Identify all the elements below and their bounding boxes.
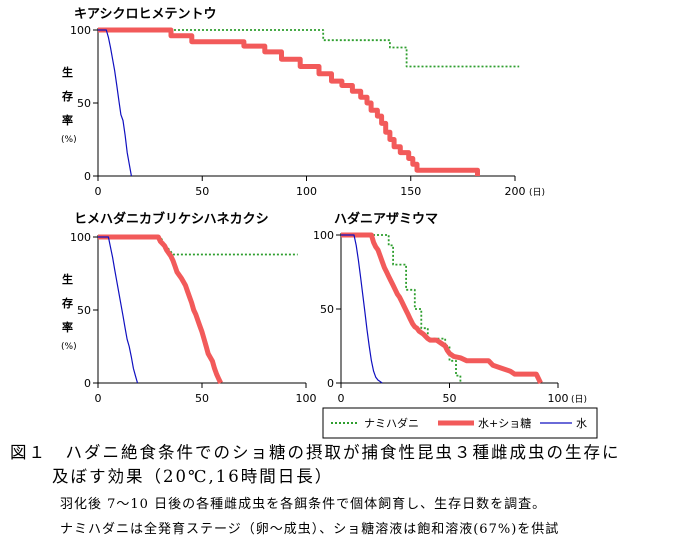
y-tick-label: 50 bbox=[77, 304, 91, 317]
y-tick-label: 0 bbox=[327, 377, 334, 390]
series-line-sugar bbox=[98, 234, 223, 385]
x-tick-label: 200 bbox=[505, 185, 526, 198]
y-tick-label: 0 bbox=[84, 377, 91, 390]
y-tick-label: 0 bbox=[84, 170, 91, 183]
series-line-nami bbox=[98, 236, 298, 256]
y-axis-label-char: 率 bbox=[62, 320, 73, 334]
x-axis-unit: (日) bbox=[529, 187, 545, 198]
x-tick-label: 0 bbox=[95, 392, 102, 405]
chart-title: キアシクロヒメテントウ bbox=[74, 7, 216, 22]
legend-water-label: 水 bbox=[576, 417, 587, 430]
x-tick-label: 50 bbox=[195, 185, 209, 198]
series-line-water bbox=[341, 234, 383, 384]
y-tick-label: 50 bbox=[77, 97, 91, 110]
x-tick-label: 50 bbox=[443, 392, 457, 405]
y-tick-label: 100 bbox=[313, 229, 334, 242]
y-axis-label-char: 率 bbox=[62, 113, 73, 127]
caption-note2: ナミハダニは全発育ステージ（卵〜成虫）、ショ糖溶液は飽和溶液(67%)を供試 bbox=[60, 522, 560, 537]
x-tick-label: 100 bbox=[548, 392, 569, 405]
y-tick-label: 100 bbox=[70, 231, 91, 244]
y-tick-label: 100 bbox=[70, 24, 91, 37]
legend-sugar-label: 水+ショ糖 bbox=[478, 416, 531, 430]
x-tick-label: 0 bbox=[95, 185, 102, 198]
series-line-sugar bbox=[341, 232, 543, 385]
series-line-water bbox=[98, 29, 132, 177]
y-axis-label-char: 生 bbox=[62, 65, 73, 79]
series-line-nami bbox=[98, 29, 520, 68]
chart-title: ヒメハダニカブリケシハネカクシ bbox=[74, 211, 269, 227]
x-tick-label: 100 bbox=[296, 392, 317, 405]
x-tick-label: 0 bbox=[338, 392, 345, 405]
series-line-nami bbox=[341, 234, 462, 383]
caption-note1: 羽化後 7〜10 日後の各種雌成虫を各餌条件で個体飼育し、生存日数を調査。 bbox=[60, 497, 547, 512]
legend-nami-label: ナミハダニ bbox=[364, 416, 419, 430]
x-tick-label: 150 bbox=[400, 185, 421, 198]
x-axis-unit: (日) bbox=[571, 394, 587, 405]
x-tick-label: 50 bbox=[195, 392, 209, 405]
y-axis-label-char: 存 bbox=[62, 296, 73, 310]
y-axis-unit: (%) bbox=[61, 135, 77, 145]
caption-title-line2: 及ぼす効果（20℃,16時間日長） bbox=[52, 467, 334, 486]
series-line-sugar bbox=[98, 27, 480, 176]
chart-title: ハダニアザミウマ bbox=[334, 211, 438, 227]
series-line-water bbox=[98, 236, 139, 384]
y-axis-label-char: 存 bbox=[62, 89, 73, 103]
caption-title-line1: 図１ ハダニ絶食条件でのショ糖の摂取が捕食性昆虫３種雌成虫の生存に bbox=[10, 443, 621, 462]
y-axis-label-char: 生 bbox=[62, 272, 73, 286]
x-tick-label: 100 bbox=[296, 185, 317, 198]
y-axis-unit: (%) bbox=[61, 342, 77, 352]
y-tick-label: 50 bbox=[320, 303, 334, 316]
legend: ナミハダニ 水+ショ糖 水 bbox=[322, 407, 598, 439]
